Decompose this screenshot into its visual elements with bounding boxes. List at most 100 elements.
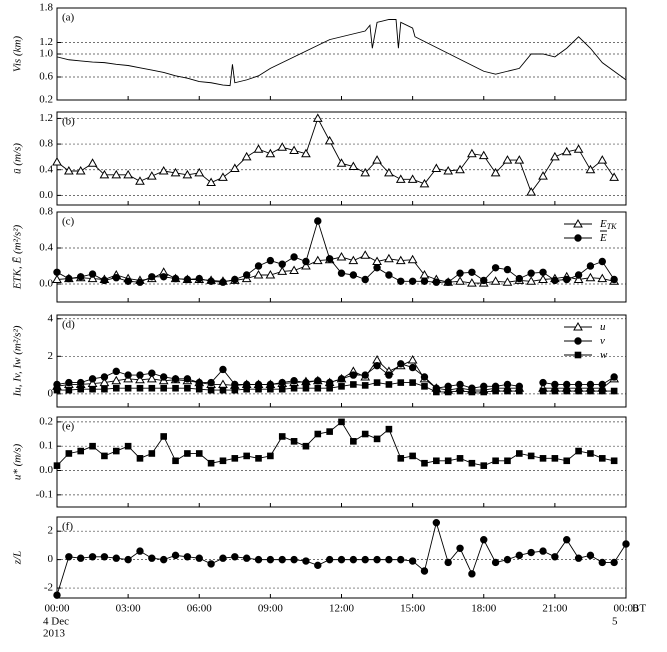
marker	[255, 455, 262, 462]
marker	[278, 555, 286, 564]
marker	[349, 271, 358, 279]
marker	[52, 274, 62, 283]
marker	[478, 150, 489, 160]
marker	[53, 591, 61, 599]
marker	[419, 178, 430, 188]
marker	[207, 386, 215, 394]
marker	[360, 250, 371, 259]
marker	[514, 155, 525, 164]
marker	[219, 554, 227, 562]
legend-name: v	[600, 335, 605, 347]
marker	[373, 361, 381, 370]
marker	[337, 269, 346, 277]
marker	[111, 169, 122, 179]
marker	[290, 438, 298, 445]
marker	[301, 260, 311, 270]
marker	[574, 554, 583, 562]
y-tick-label: 0.6	[39, 71, 53, 83]
panel-label: (c)	[62, 216, 75, 228]
marker	[290, 253, 298, 261]
plot-frame	[56, 7, 627, 101]
x-tick-label: 06:00	[187, 603, 213, 615]
marker	[314, 561, 322, 570]
marker	[515, 551, 524, 560]
marker	[526, 187, 537, 196]
marker	[253, 144, 264, 153]
panel-label: (a)	[62, 12, 75, 24]
marker	[183, 553, 192, 561]
legend-label: ETK	[599, 218, 617, 231]
marker	[361, 382, 369, 389]
marker	[503, 265, 512, 274]
marker	[480, 462, 488, 469]
marker	[587, 450, 594, 457]
date-label: 2013	[43, 628, 66, 640]
legend-marker	[573, 321, 583, 331]
series	[56, 19, 627, 87]
marker	[136, 371, 144, 379]
marker	[183, 275, 192, 284]
marker	[407, 254, 418, 264]
marker	[598, 455, 606, 462]
marker	[172, 457, 179, 465]
marker	[88, 553, 97, 561]
marker	[456, 387, 464, 395]
legend-label: w	[600, 349, 608, 361]
marker	[397, 455, 405, 462]
date-label: 5	[612, 616, 618, 628]
marker	[348, 255, 359, 265]
marker	[550, 151, 560, 161]
marker	[587, 387, 594, 395]
marker	[444, 558, 452, 567]
marker	[182, 169, 193, 179]
marker	[77, 447, 85, 455]
marker	[526, 276, 537, 285]
marker	[267, 385, 274, 393]
marker	[277, 142, 288, 151]
marker	[231, 380, 239, 389]
series	[53, 217, 618, 286]
marker	[421, 383, 428, 390]
y-tick-label: 1.8	[39, 2, 53, 14]
legend-sub: TK	[607, 222, 617, 231]
marker	[184, 384, 191, 392]
marker	[136, 278, 144, 286]
marker	[302, 384, 310, 392]
marker	[159, 555, 168, 564]
marker	[160, 433, 167, 440]
marker	[350, 381, 357, 388]
marker	[397, 555, 405, 564]
x-tick-label: 15:00	[400, 603, 426, 615]
marker	[278, 378, 286, 387]
legend-label: E	[599, 232, 607, 244]
x-tick-label: 00:00	[44, 603, 70, 615]
marker	[219, 365, 227, 374]
marker	[324, 135, 335, 145]
panel-label: (f)	[62, 521, 73, 533]
marker	[278, 385, 286, 393]
marker	[124, 442, 132, 450]
marker	[456, 544, 464, 552]
marker	[77, 273, 85, 281]
marker	[314, 384, 322, 392]
marker	[385, 371, 393, 379]
marker	[409, 452, 416, 460]
marker	[111, 375, 122, 385]
marker	[219, 457, 227, 465]
marker	[148, 554, 156, 562]
marker	[610, 457, 618, 465]
y-axis-label: ū (m/s)	[12, 143, 24, 174]
marker	[433, 388, 440, 396]
y-axis-label: ETK, Ē (m²/s²)	[12, 224, 24, 290]
marker	[598, 257, 606, 266]
marker	[112, 274, 120, 282]
marker	[551, 380, 559, 389]
marker	[407, 355, 418, 364]
marker	[373, 379, 381, 386]
marker	[338, 418, 345, 426]
date-label: 4 Dec	[43, 616, 69, 628]
marker	[408, 277, 417, 285]
marker	[480, 382, 488, 391]
marker	[538, 171, 548, 180]
marker	[610, 275, 618, 284]
